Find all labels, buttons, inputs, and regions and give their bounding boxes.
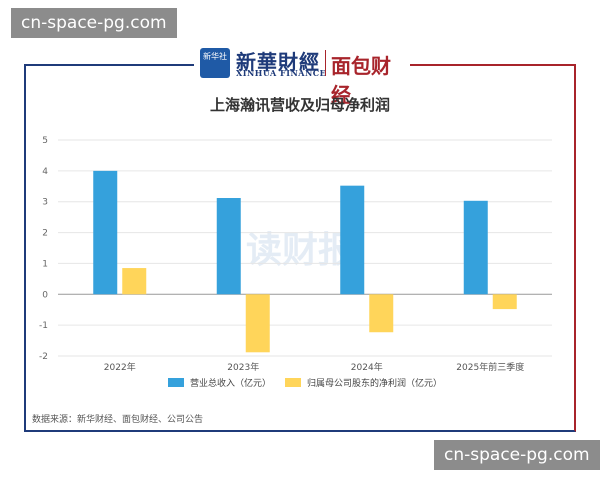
legend-swatch [285,378,301,387]
source-note: 数据来源：新华财经、面包财经、公司公告 [32,413,203,425]
chart-watermark: 读财报 [246,230,354,271]
y-tick-label: 3 [42,198,48,208]
bar-net-profit [122,268,147,295]
xinhua-finance-subtitle: XINHUA FINANCE [236,68,327,78]
chart-title: 上海瀚讯营收及归母净利润 [210,96,390,114]
mianbao-finance-logo: 面包财经 [331,54,391,107]
legend-label: 归属母公司股东的净利润（亿元） [307,377,442,389]
bar-net-profit [492,294,517,310]
xinhua-badge-logo: 新华社 [200,48,230,78]
bar-net-profit [245,294,270,353]
y-tick-label: -2 [39,352,48,362]
legend-label: 营业总收入（亿元） [190,377,271,389]
watermark-top: cn-space-pg.com [11,8,177,38]
xinhua-finance-logo: 新華財經 [236,50,320,74]
x-tick-label: 2024年 [351,361,383,373]
card-top-border-left [24,64,194,66]
bar-revenue [216,198,241,295]
logo-separator [325,50,326,76]
card-top-border-right [410,64,576,66]
x-tick-label: 2023年 [227,361,259,373]
bar-net-profit [369,294,394,333]
y-tick-label: 5 [42,136,48,146]
y-tick-label: 0 [42,290,48,300]
x-tick-label: 2025年前三季度 [456,361,524,373]
x-tick-label: 2022年 [104,361,136,373]
y-tick-label: 4 [42,167,48,177]
chart-card [24,64,576,432]
y-tick-label: 2 [42,229,48,239]
bar-revenue [340,185,365,295]
y-tick-label: 1 [42,259,48,269]
watermark-bottom: cn-space-pg.com [434,440,600,470]
header-logos: 新华社 新華財經 XINHUA FINANCE 面包财经 [200,46,405,107]
legend-swatch [168,378,184,387]
y-tick-label: -1 [39,321,48,331]
bar-revenue [93,170,118,295]
bar-revenue [463,200,488,295]
